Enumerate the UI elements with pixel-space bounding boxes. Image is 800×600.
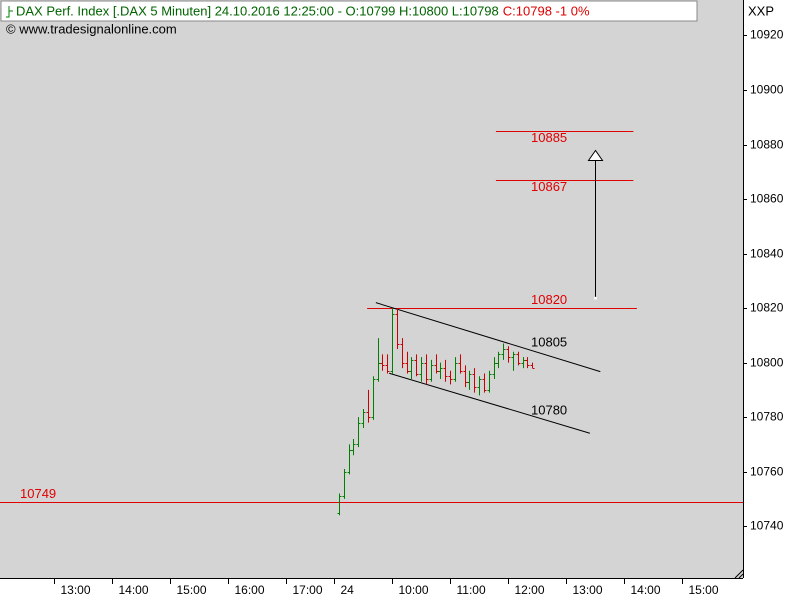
ohlc-bar: [409, 357, 414, 379]
ohlc-bar: [434, 354, 439, 374]
ohlc-bar: [506, 346, 511, 363]
ohlc-bar: [530, 362, 535, 369]
ohlc-bar: [429, 359, 434, 382]
y-tick-label: 10800: [750, 356, 784, 370]
header-change: C:10798 -1 0%: [503, 3, 590, 18]
ohlc-bar: [380, 354, 385, 371]
y-tick-label: 10760: [750, 465, 784, 479]
ohlc-bar: [496, 351, 501, 369]
x-tick-label: 12:00: [515, 583, 545, 597]
ohlc-bar: [516, 351, 521, 366]
ohlc-bar: [361, 408, 366, 429]
x-tick-label: 10:00: [399, 583, 429, 597]
ohlc-bar: [521, 357, 526, 369]
ohlc-bar: [419, 357, 424, 382]
ohlc-bar: [492, 357, 497, 379]
resize-grip: [734, 569, 744, 579]
ohlc-bar: [395, 308, 400, 349]
ohlc-bar: [487, 370, 492, 393]
ohlc-bar: [371, 376, 376, 420]
ohlc-bar: [390, 308, 395, 374]
channel-label: 10780: [531, 403, 567, 418]
x-tick-label: 24: [341, 583, 355, 597]
ohlc-bar: [453, 357, 458, 382]
y-tick-label: 10900: [750, 83, 784, 97]
ohlc-bar: [463, 365, 468, 388]
level-label: 10867: [531, 179, 567, 194]
ohlc-bar: [405, 351, 410, 374]
x-tick-label: 16:00: [235, 583, 265, 597]
x-tick-label: 13:00: [61, 583, 91, 597]
level-label: 10749: [20, 486, 56, 501]
y-tick-label: 10780: [750, 410, 784, 424]
x-tick-label: 14:00: [631, 583, 661, 597]
x-tick-label: 13:00: [573, 583, 603, 597]
ohlc-bar: [511, 351, 516, 371]
ohlc-bar: [366, 389, 371, 423]
ohlc-bar: [501, 343, 506, 360]
ohlc-bar: [458, 354, 463, 374]
ohlc-bar: [443, 359, 448, 382]
y-tick-label: 10840: [750, 247, 784, 261]
y-axis-label: XXP: [748, 3, 774, 18]
ohlc-bar: [472, 368, 477, 393]
ohlc-bar: [414, 354, 419, 377]
x-tick-label: 14:00: [119, 583, 149, 597]
arrow-head: [587, 149, 604, 161]
x-tick-label: 15:00: [177, 583, 207, 597]
header-box: [0, 0, 698, 22]
ohlc-bar: [351, 438, 356, 456]
ohlc-bar: [467, 370, 472, 390]
level-label: 10885: [531, 130, 567, 145]
y-tick-label: 10860: [750, 192, 784, 206]
y-tick-label: 10740: [750, 519, 784, 533]
trend-line: [375, 302, 601, 373]
ohlc-bar: [477, 376, 482, 396]
ohlc-bar: [482, 373, 487, 393]
y-tick-label: 10820: [750, 301, 784, 315]
channel-label: 10805: [531, 334, 567, 349]
y-tick-label: 10880: [750, 138, 784, 152]
ohlc-bar: [448, 370, 453, 385]
level-label: 10820: [531, 292, 567, 307]
ohlc-bar: [347, 444, 352, 475]
header-title: DAX Perf. Index [.DAX 5 Minuten] 24.10.2…: [16, 3, 499, 18]
x-tick-label: 17:00: [293, 583, 323, 597]
ohlc-bar: [400, 338, 405, 369]
trend-line: [389, 372, 591, 434]
header-icon: [6, 6, 13, 18]
copyright: © www.tradesignalonline.com: [6, 21, 177, 36]
ohlc-bar: [376, 338, 381, 382]
ohlc-bar: [337, 493, 342, 516]
arrow-anchor: [594, 296, 597, 300]
ohlc-bar: [438, 362, 443, 379]
x-tick-label: 11:00: [457, 583, 486, 597]
ohlc-bar: [342, 468, 347, 499]
plot-area: [0, 0, 743, 578]
y-tick-label: 10920: [750, 28, 784, 42]
ohlc-bar: [525, 357, 530, 369]
x-tick-label: 15:00: [689, 583, 719, 597]
ohlc-bar: [356, 417, 361, 448]
ohlc-bar: [385, 354, 390, 374]
ohlc-bar: [424, 354, 429, 385]
